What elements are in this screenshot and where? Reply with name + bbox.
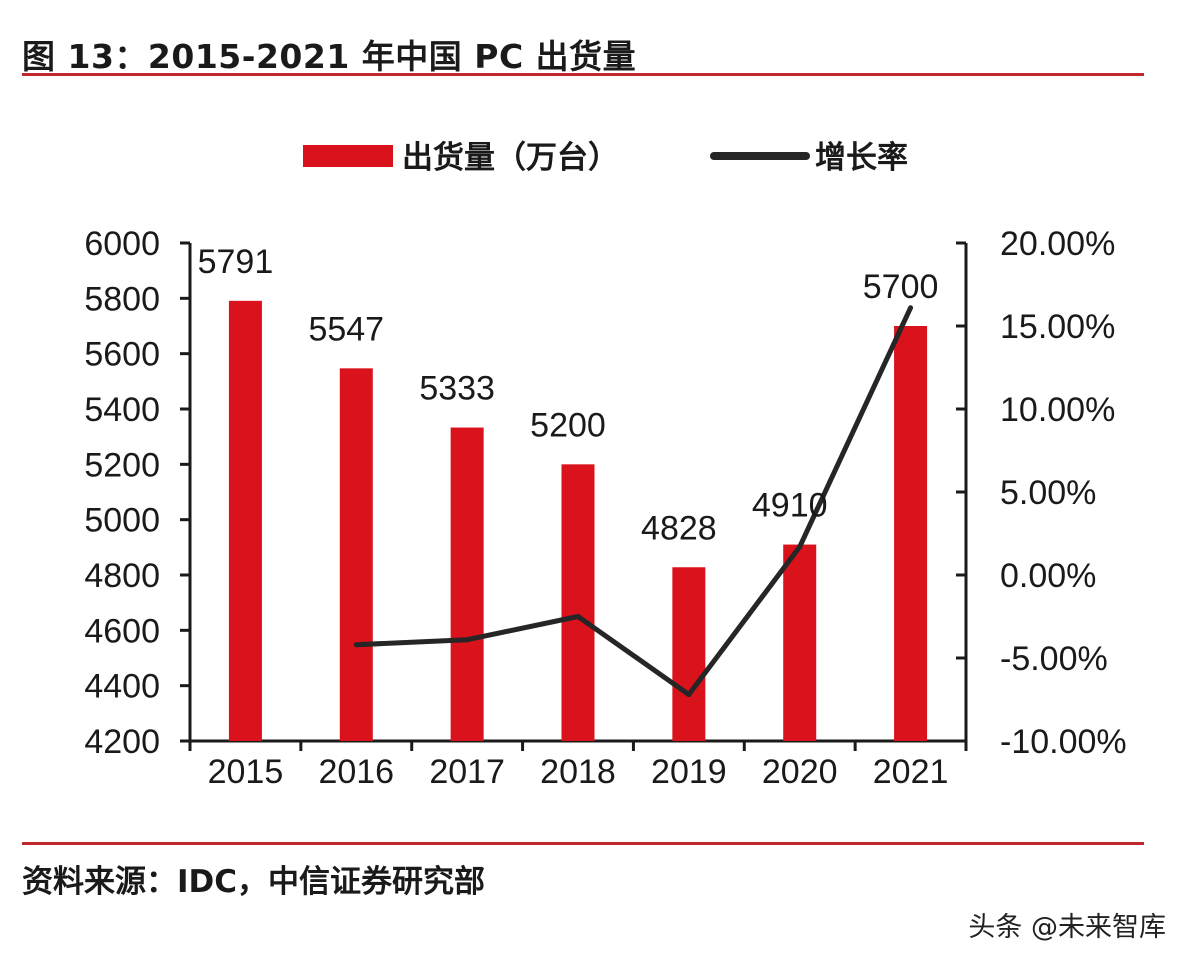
x-axis-tick-label: 2018: [540, 753, 616, 791]
bar: [894, 326, 928, 741]
figure-title: 图 13：2015-2021 年中国 PC 出货量: [22, 37, 637, 76]
x-axis-tick-label: 2017: [429, 753, 505, 791]
right-axis-tick-label: 5.00%: [1000, 474, 1096, 512]
right-axis-tick-label: 15.00%: [1000, 308, 1115, 346]
x-axis-tick-label: 2016: [318, 753, 394, 791]
left-axis-tick-label: 5200: [84, 446, 160, 484]
title-divider: [22, 73, 1144, 76]
bar-data-label: 5700: [863, 268, 939, 306]
bar-data-label: 5547: [308, 310, 384, 348]
left-axis-tick-label: 6000: [84, 225, 160, 263]
bar: [450, 427, 484, 741]
bar-data-label: 5200: [530, 406, 606, 444]
bar: [561, 464, 595, 741]
growth-rate-point: [464, 637, 470, 643]
left-axis-tick-label: 4200: [84, 723, 160, 761]
right-axis-tick-label: -5.00%: [1000, 640, 1108, 678]
x-axis-tick-label: 2021: [873, 753, 949, 791]
bar-data-label: 5791: [198, 243, 274, 281]
left-axis-tick-label: 5400: [84, 391, 160, 429]
right-axis-tick-label: 20.00%: [1000, 225, 1115, 263]
x-axis-tick-label: 2020: [762, 753, 838, 791]
legend-label-shipments: 出货量（万台）: [402, 140, 619, 176]
growth-rate-point: [686, 692, 692, 698]
left-axis-tick-label: 4400: [84, 668, 160, 706]
left-axis-tick-label: 5600: [84, 336, 160, 374]
x-axis-tick-label: 2019: [651, 753, 727, 791]
growth-rate-point: [797, 544, 803, 550]
growth-rate-point: [575, 614, 581, 619]
bar: [228, 300, 262, 741]
growth-rate-point: [353, 642, 359, 648]
right-axis-tick-label: -10.00%: [1000, 723, 1127, 761]
growth-rate-point: [908, 305, 914, 311]
growth-rate-line: [356, 306, 913, 698]
legend-swatch-shipments: [303, 145, 393, 167]
watermark: 头条 @未来智库: [968, 912, 1166, 943]
left-axis-tick-label: 4600: [84, 612, 160, 650]
legend-label-growth: 增长率: [815, 140, 908, 176]
bar-data-label: 5333: [419, 370, 495, 408]
bar-data-label: 4910: [752, 487, 828, 525]
bar: [783, 544, 817, 741]
x-axis-tick-label: 2015: [208, 753, 284, 791]
source-divider: [22, 842, 1144, 845]
right-axis-tick-label: 10.00%: [1000, 391, 1115, 429]
bar: [672, 567, 706, 741]
left-axis-tick-label: 5800: [84, 280, 160, 318]
right-axis-tick-label: 0.00%: [1000, 557, 1096, 595]
left-axis-tick-label: 5000: [84, 502, 160, 540]
source-note: 资料来源：IDC，中信证券研究部: [22, 864, 486, 900]
left-axis-tick-label: 4800: [84, 557, 160, 595]
bar-data-label: 4828: [641, 509, 717, 547]
bar: [339, 368, 373, 741]
